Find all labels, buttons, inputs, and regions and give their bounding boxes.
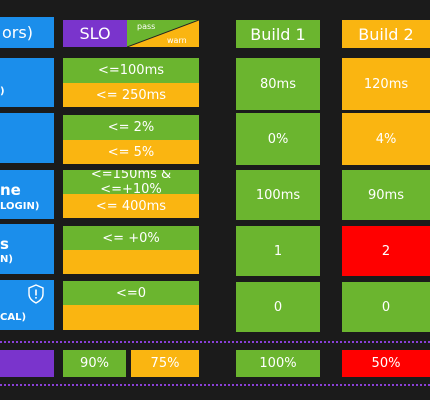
summary-label-cell: [0, 350, 54, 377]
metric-cell-row2: [0, 113, 54, 163]
slo-pass-text-row1: <=100ms: [97, 63, 165, 78]
separator-bottom: [0, 384, 430, 386]
build1-cell-row4: 1: [236, 226, 320, 276]
build1-cell-row3: 100ms: [236, 170, 320, 220]
summary-build1-value: 100%: [259, 356, 297, 371]
build2-cell-row3: 90ms: [342, 170, 430, 220]
build2-header: Build 2: [342, 20, 430, 48]
build1-value-row4: 1: [273, 243, 283, 259]
pass-label: pass: [137, 22, 156, 31]
summary-build2: 50%: [342, 350, 430, 377]
metric-header-label: ors): [2, 23, 33, 42]
build2-value-row4: 2: [381, 243, 391, 259]
build2-value-row2: 4%: [375, 131, 397, 147]
build1-header-label: Build 1: [250, 24, 306, 44]
slo-pass-text-row2: <= 2%: [107, 120, 155, 135]
build2-cell-row5: 0: [342, 282, 430, 332]
slo-pass-text-row3: <=150ms & <=+10%: [90, 170, 172, 194]
slo-warn-row3: <= 400ms: [63, 194, 199, 218]
build1-value-row3: 100ms: [255, 187, 301, 203]
pass-warn-legend: pass warn: [127, 20, 199, 47]
slo-warn-text-row1: <= 250ms: [95, 87, 167, 103]
slo-warn-row2: <= 5%: [63, 140, 199, 164]
shield-warning-icon: [26, 284, 46, 304]
build2-cell-row2: 4%: [342, 113, 430, 165]
slo-pass-row3: <=150ms & <=+10%: [63, 170, 199, 194]
summary-slo-warn-value: 75%: [150, 356, 180, 371]
slo-warn-row4: [63, 250, 199, 274]
metric-cell-row1: ): [0, 58, 54, 107]
slo-pass-text-row4: <= +0%: [102, 230, 160, 246]
summary-slo-warn: 75%: [131, 350, 199, 377]
summary-build1: 100%: [236, 350, 320, 377]
metric-sub-row1: ): [0, 86, 5, 97]
slo-warn-row5: [63, 305, 199, 330]
pass-warn-diagonal: [127, 20, 199, 47]
warn-label: warn: [167, 36, 187, 45]
slo-pass-row2: <= 2%: [63, 115, 199, 140]
metric-label-row3: ne: [0, 181, 21, 199]
slo-warn-text-row2: <= 5%: [107, 144, 155, 160]
build1-cell-row2: 0%: [236, 113, 320, 165]
build2-header-label: Build 2: [358, 24, 414, 44]
build1-value-row5: 0: [273, 299, 283, 315]
build1-value-row2: 0%: [267, 131, 289, 147]
metric-sub-row4: N): [0, 254, 13, 265]
metric-cell-row4: s N): [0, 224, 54, 274]
build2-value-row1: 120ms: [363, 76, 409, 92]
build1-value-row1: 80ms: [260, 76, 296, 92]
build2-cell-row1: 120ms: [342, 58, 430, 110]
slo-header: SLO: [63, 20, 127, 47]
build1-header: Build 1: [236, 20, 320, 48]
metric-sub-row3: LOGIN): [0, 201, 40, 212]
slo-header-label: SLO: [79, 24, 111, 43]
slo-pass-row4: <= +0%: [63, 226, 199, 250]
metric-cell-row5: CAL): [0, 280, 54, 330]
metric-cell-row3: ne LOGIN): [0, 170, 54, 219]
slo-pass-row5: <=0: [63, 281, 199, 305]
separator-top: [0, 341, 430, 343]
slo-pass-text-row5: <=0: [115, 285, 147, 301]
build2-value-row3: 90ms: [368, 187, 404, 203]
slo-pass-row1: <=100ms: [63, 58, 199, 83]
slo-warn-text-row3: <= 400ms: [95, 198, 167, 214]
summary-slo-pass: 90%: [63, 350, 126, 377]
metric-header: ors): [0, 17, 54, 48]
metric-label-row4: s: [0, 235, 9, 253]
summary-build2-value: 50%: [371, 356, 401, 371]
build2-value-row5: 0: [381, 299, 391, 315]
build1-cell-row5: 0: [236, 282, 320, 332]
slo-warn-row1: <= 250ms: [63, 83, 199, 107]
summary-slo-pass-value: 90%: [80, 356, 109, 371]
metric-sub-row5: CAL): [0, 312, 27, 323]
build2-cell-row4: 2: [342, 226, 430, 276]
build1-cell-row1: 80ms: [236, 58, 320, 110]
